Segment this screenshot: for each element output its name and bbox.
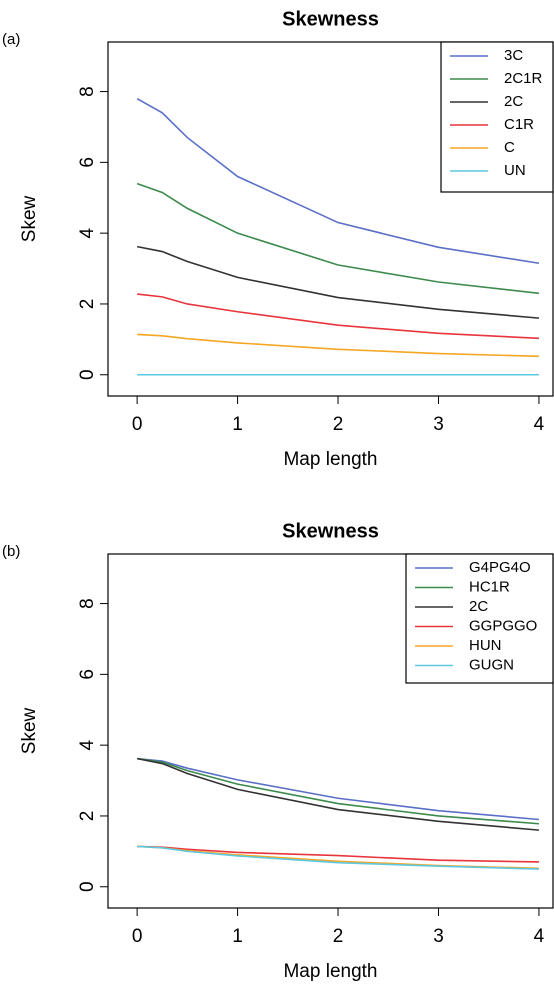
x-tick-label: 4: [534, 926, 545, 947]
legend-label: C: [504, 139, 515, 156]
plot-frame: [107, 553, 554, 909]
legend-label: C1R: [504, 116, 534, 133]
y-tick-label: 4: [77, 227, 98, 238]
legend-label: GUGN: [469, 656, 514, 673]
series-line: [136, 97, 540, 265]
legend-label: HUN: [469, 637, 502, 654]
legend-label: UN: [504, 162, 526, 179]
x-tick-label: 4: [534, 414, 545, 435]
x-tick-label: 1: [232, 414, 243, 435]
x-axis-label: Map length: [283, 449, 377, 470]
y-tick-label: 0: [77, 369, 98, 380]
y-tick-label: 8: [77, 86, 98, 97]
legend-label: 3C: [504, 47, 523, 64]
y-axis-label: Skew: [19, 195, 40, 242]
y-tick-label: 2: [77, 299, 98, 310]
chart-title: Skewness: [282, 8, 379, 30]
legend-label: 2C: [469, 598, 488, 615]
y-tick-label: 2: [77, 811, 98, 822]
x-tick-label: 0: [132, 414, 143, 435]
x-tick-label: 1: [232, 926, 243, 947]
legend-label: 2C1R: [504, 70, 543, 87]
legend-box: [440, 41, 554, 193]
y-tick-label: 6: [77, 669, 98, 680]
panel-label: (a): [2, 31, 20, 48]
y-tick-label: 0: [77, 881, 98, 892]
legend-label: 2C: [504, 93, 523, 110]
y-tick-label: 4: [77, 739, 98, 750]
plot-frame: [107, 41, 554, 397]
panel-label: (b): [2, 543, 20, 560]
legend-label: GGPGGO: [469, 617, 537, 634]
series-line: [137, 333, 539, 358]
series-line: [137, 845, 539, 863]
series-line: [137, 293, 539, 340]
series-line: [136, 182, 540, 295]
series-line: [136, 245, 540, 319]
series-line: [137, 845, 539, 870]
x-tick-label: 2: [333, 926, 344, 947]
x-tick-label: 3: [433, 414, 444, 435]
series-line: [137, 757, 540, 821]
x-tick-label: 3: [433, 926, 444, 947]
chart-title: Skewness: [282, 520, 379, 542]
x-axis-label: Map length: [283, 961, 377, 982]
x-tick-label: 0: [132, 926, 143, 947]
series-line: [137, 757, 539, 825]
legend-label: G4PG4O: [469, 559, 531, 576]
y-tick-label: 8: [77, 598, 98, 609]
series-line: [136, 757, 540, 831]
legend-label: HC1R: [469, 578, 510, 595]
x-tick-label: 2: [333, 414, 344, 435]
y-axis-label: Skew: [19, 707, 40, 754]
legend-box: [405, 553, 554, 684]
y-tick-label: 6: [77, 157, 98, 168]
